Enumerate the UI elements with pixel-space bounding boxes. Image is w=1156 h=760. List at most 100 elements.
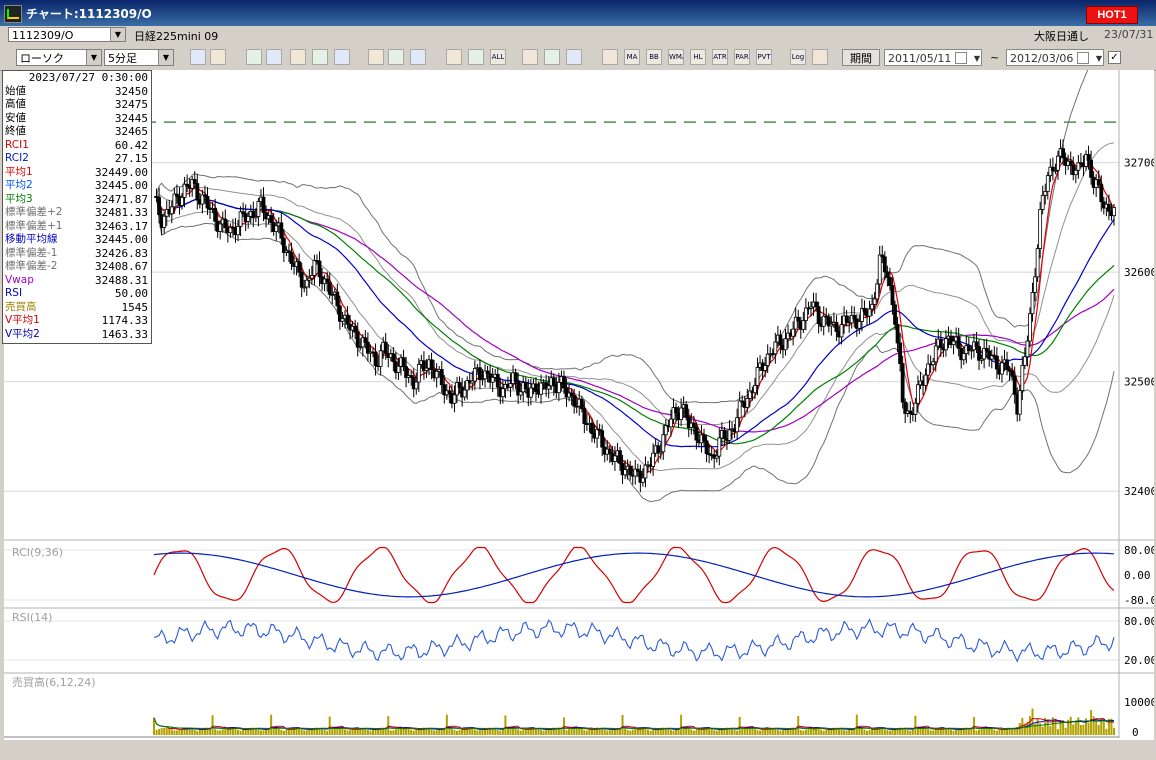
grid-icon[interactable] — [602, 49, 618, 65]
volume-bar — [242, 729, 245, 735]
chevron-down-icon[interactable]: ▼ — [1095, 54, 1102, 63]
volume-bar — [504, 715, 507, 735]
palette-icon[interactable] — [566, 49, 582, 65]
candle-body — [200, 194, 205, 205]
volume-bar — [1097, 725, 1100, 735]
toolbar-button-wma[interactable]: WMA — [668, 49, 684, 65]
info-row: V平均2 1463.33 — [3, 328, 151, 342]
chevron-down-icon[interactable]: ▼ — [110, 28, 125, 41]
info-rows: 始値 32450 高値 32475 安値 32445 終値 32465 RCI1 60.42 RCI… — [3, 85, 151, 342]
volume-bar — [873, 728, 876, 735]
candle-body — [274, 225, 279, 232]
chart-area[interactable]: 32400 32500 32600 32700 80.00 0.00 -80.00 80.00… — [4, 70, 1154, 740]
volume-bar — [445, 714, 448, 735]
info-row: 始値 32450 — [3, 85, 151, 99]
volume-bar — [226, 727, 229, 735]
chart-type-select[interactable]: ローソク ▼ — [16, 49, 102, 66]
volume-bar — [804, 729, 807, 735]
volume-bar — [198, 729, 201, 735]
candle-body — [353, 325, 358, 333]
magnify-icon[interactable] — [266, 49, 282, 65]
chevron-down-icon[interactable]: ▼ — [158, 50, 173, 65]
volume-bar — [1082, 724, 1085, 735]
arrow-down-icon[interactable] — [246, 49, 262, 65]
tool-icon[interactable] — [544, 49, 560, 65]
candle-right-icon[interactable] — [468, 49, 484, 65]
volume-bar — [170, 729, 173, 735]
toolbar-button-hl[interactable]: HL — [690, 49, 706, 65]
volume-bar — [1016, 726, 1019, 735]
date-to-field[interactable]: 2012/03/06 ▼ — [1006, 49, 1104, 66]
chevron-down-icon[interactable]: ▼ — [973, 54, 980, 63]
date-from-field[interactable]: 2011/05/11 ▼ — [884, 49, 982, 66]
volume-bar — [746, 727, 749, 735]
toolbar-button-pvt[interactable]: PVT — [756, 49, 772, 65]
candle-body — [773, 341, 778, 355]
volume-bar — [496, 730, 499, 735]
volume-bar — [384, 728, 387, 735]
toolbar-button-bb[interactable]: BB — [646, 49, 662, 65]
candle-body — [1010, 370, 1015, 377]
candle-body — [860, 307, 864, 322]
volume-bar — [331, 728, 334, 735]
layout-icon[interactable] — [812, 49, 828, 65]
volume-bar — [990, 728, 993, 735]
candle-body — [684, 404, 689, 418]
rsi-pane — [153, 618, 1115, 663]
info-label: V平均1 — [5, 314, 40, 326]
volume-bar — [588, 729, 591, 735]
interval-select[interactable]: 5分足 ▼ — [104, 49, 174, 66]
volume-bar — [621, 715, 624, 735]
zoom-icon[interactable] — [190, 49, 206, 65]
gear-icon[interactable] — [522, 49, 538, 65]
box-icon[interactable] — [334, 49, 350, 65]
volume-bar — [957, 728, 960, 735]
symbol-input[interactable]: 1112309/O ▼ — [8, 27, 126, 42]
cursor-icon[interactable] — [388, 49, 404, 65]
bollinger-band-line — [153, 70, 1089, 404]
volume-bar — [550, 727, 553, 735]
toolbar-button-log[interactable]: Log — [790, 49, 806, 65]
toolbar-button-atr[interactable]: ATR — [712, 49, 728, 65]
arrow-icon[interactable] — [410, 49, 426, 65]
volume-bar — [173, 730, 176, 735]
candle-left-icon[interactable] — [446, 49, 462, 65]
volume-bar — [1095, 720, 1098, 735]
candle-body — [251, 210, 256, 219]
volume-bar — [802, 730, 805, 735]
candle-body — [1112, 207, 1116, 217]
candle-body — [1071, 164, 1076, 176]
period-checkbox[interactable]: ✓ — [1108, 51, 1121, 64]
calendar-icon[interactable] — [955, 52, 967, 64]
candle-body — [951, 340, 956, 346]
candle-body — [373, 351, 378, 367]
volume-bar — [687, 728, 690, 735]
toolbar-button-all[interactable]: ALL — [490, 49, 506, 65]
info-label: RSI — [5, 287, 23, 299]
volume-bar — [962, 727, 965, 735]
flag-icon[interactable] — [312, 49, 328, 65]
candle-body — [1025, 340, 1030, 358]
toolbar-button-ma[interactable]: MA — [624, 49, 640, 65]
pen-icon[interactable] — [368, 49, 384, 65]
period-button[interactable]: 期間 — [842, 49, 880, 66]
volume-bar — [967, 728, 970, 735]
calendar-icon[interactable] — [1077, 52, 1089, 64]
volume-bar — [860, 728, 863, 735]
chevron-down-icon[interactable]: ▼ — [86, 50, 101, 65]
info-label: 標準偏差-1 — [5, 246, 58, 259]
candle-body — [162, 215, 167, 228]
hot-button[interactable]: HOT1 — [1086, 6, 1138, 24]
volume-bar — [641, 727, 644, 735]
volume-bar — [947, 728, 950, 735]
toolbar-button-par[interactable]: PAR — [734, 49, 750, 65]
volume-bar — [1102, 721, 1105, 735]
candle-body — [607, 448, 612, 454]
volume-bar — [387, 716, 390, 735]
volume-bar — [929, 730, 932, 735]
volume-bar — [295, 727, 298, 735]
candle-body — [281, 237, 286, 253]
crosshair-icon[interactable] — [210, 49, 226, 65]
chart-icon[interactable] — [290, 49, 306, 65]
volume-bar — [364, 728, 367, 735]
